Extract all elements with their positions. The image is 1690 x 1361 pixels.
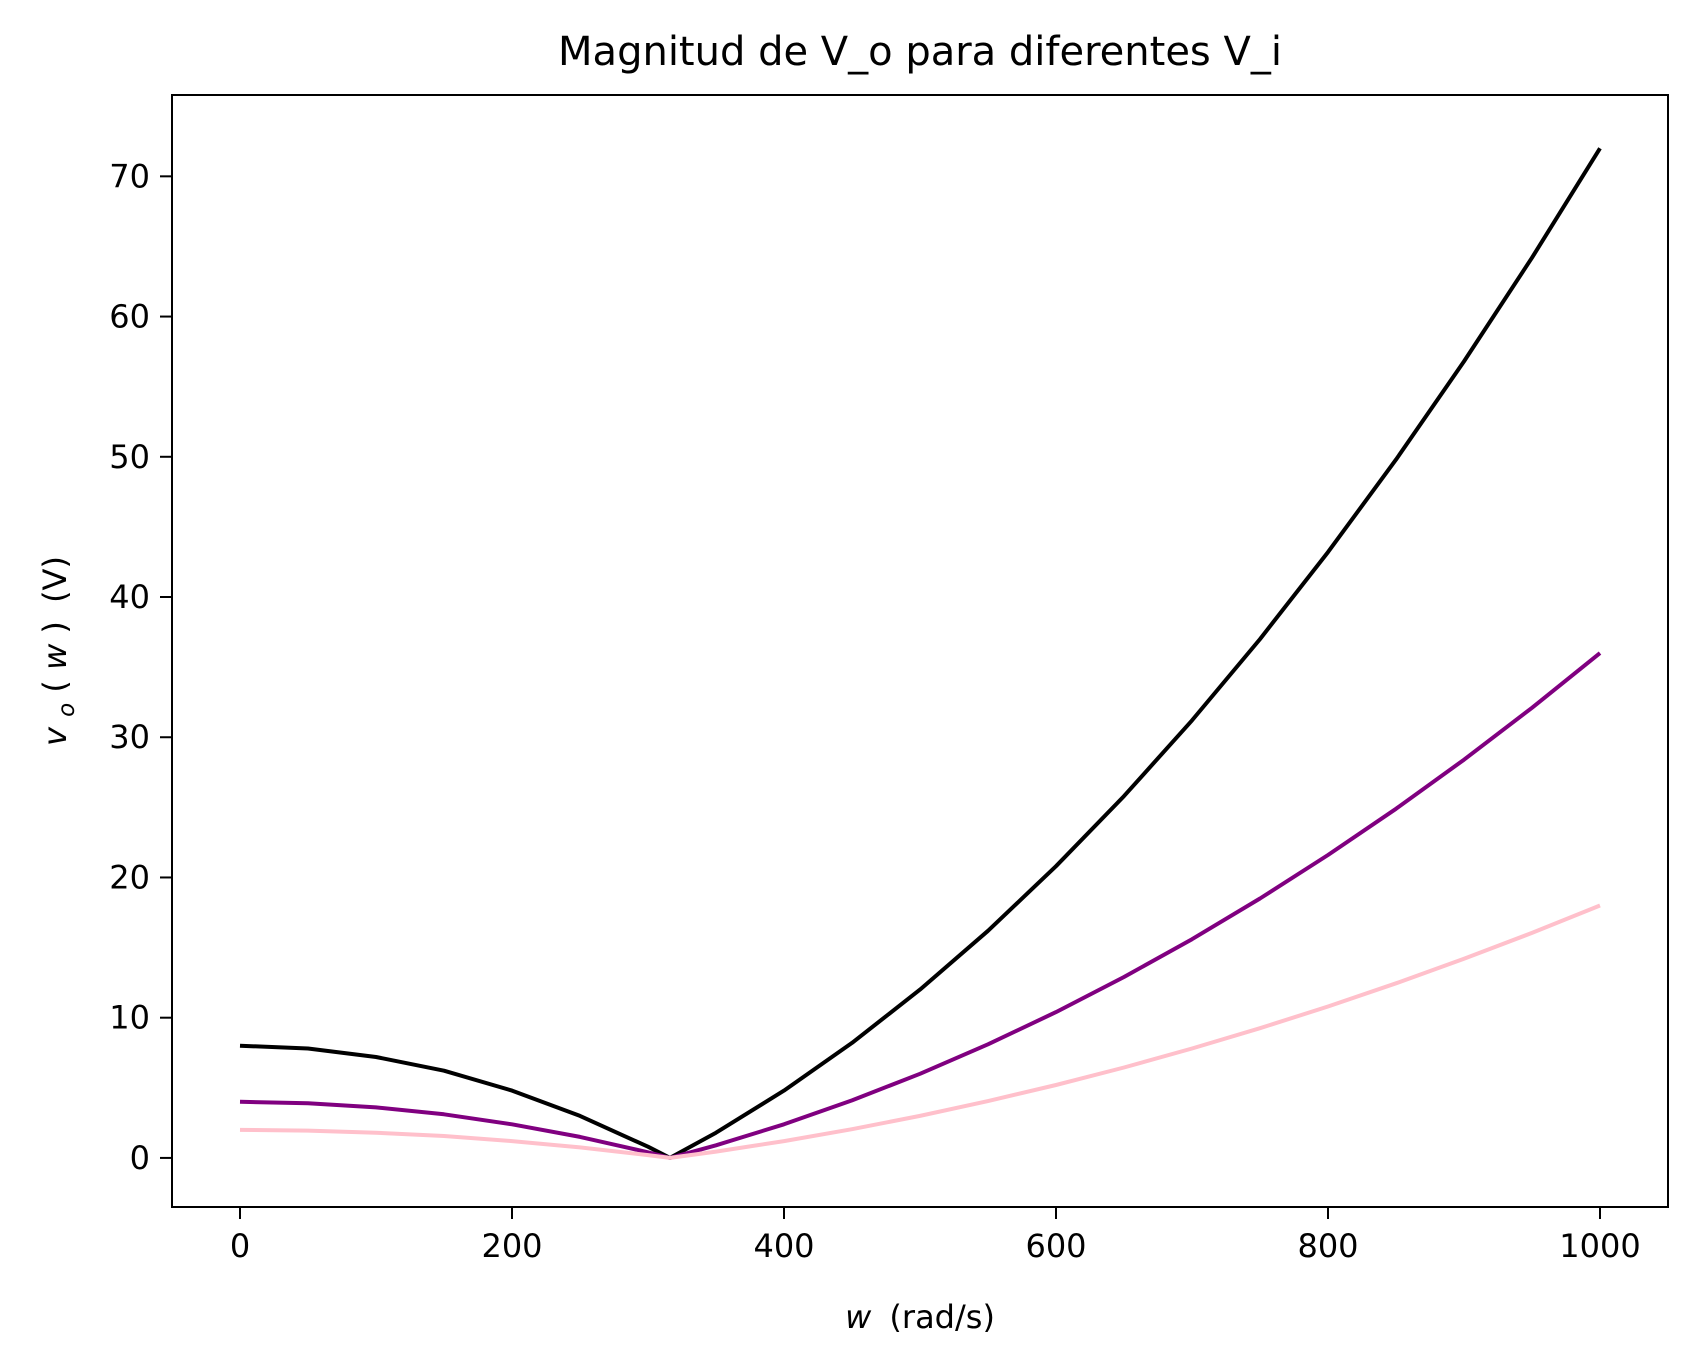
y-axis-label-open: (: [36, 680, 74, 692]
x-tick-label: 1000: [1559, 1227, 1640, 1265]
x-axis-ticks: 0 200 400 600 800 1000: [230, 1207, 1641, 1265]
y-axis-label-sub: o: [54, 703, 80, 717]
y-axis-ticks: 0 10 20 30 40 50 60 70: [109, 157, 172, 1177]
y-tick-label: 40: [109, 578, 150, 616]
y-axis-label: v o ( w ) (V): [36, 556, 82, 746]
series-line-3: [239, 903, 1601, 1160]
series-line-1: [239, 147, 1602, 1160]
x-axis-label-var: w: [845, 1298, 872, 1336]
series-line-2: [239, 651, 1602, 1160]
y-tick-label: 50: [109, 438, 150, 476]
series-layer: [239, 147, 1602, 1160]
x-tick-label: 800: [1297, 1227, 1358, 1265]
plot-frame: [171, 94, 1669, 1208]
y-tick-label: 70: [109, 157, 150, 195]
y-tick-label: 10: [109, 999, 150, 1037]
x-axis-label-unit: (rad/s): [889, 1298, 995, 1336]
x-tick-label: 200: [481, 1227, 542, 1265]
y-axis-label-arg: w: [36, 643, 74, 670]
y-axis-label-var: v: [36, 726, 74, 746]
y-axis-label-close: ): [36, 621, 74, 633]
y-axis-label-unit: (V): [36, 556, 74, 603]
y-tick-label: 0: [130, 1139, 150, 1177]
x-tick-label: 600: [1025, 1227, 1086, 1265]
x-tick-label: 0: [230, 1227, 250, 1265]
x-axis-label: w (rad/s): [845, 1298, 995, 1336]
y-tick-label: 30: [109, 718, 150, 756]
y-tick-label: 20: [109, 858, 150, 896]
x-tick-label: 400: [753, 1227, 814, 1265]
chart-title: Magnitud de V_o para diferentes V_i: [558, 29, 1282, 75]
y-tick-label: 60: [109, 298, 150, 336]
